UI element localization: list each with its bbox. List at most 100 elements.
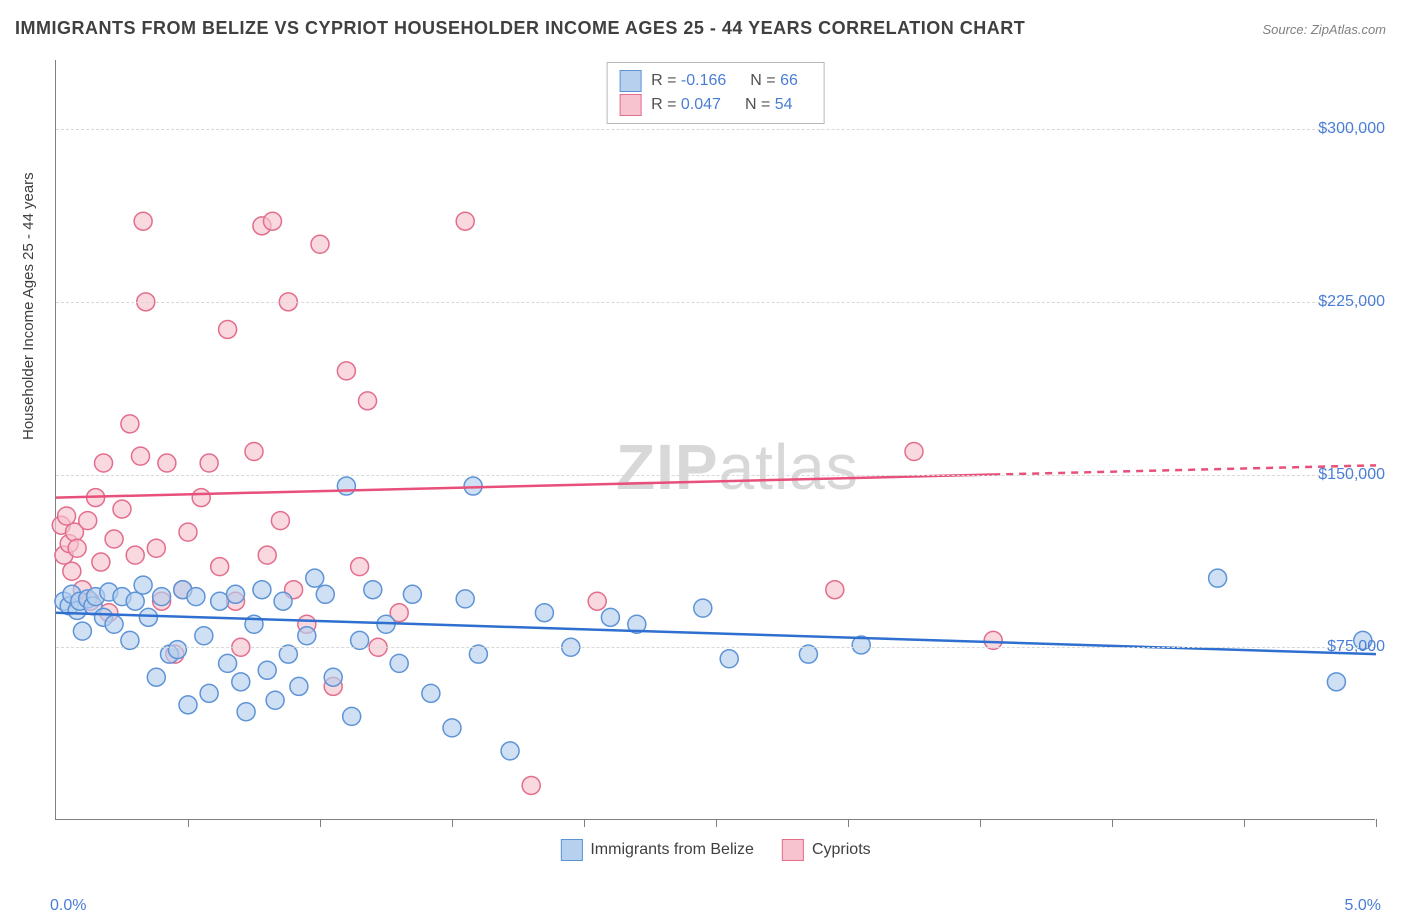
n-value-belize: 66 <box>780 72 798 89</box>
data-point <box>316 585 334 603</box>
data-point <box>134 212 152 230</box>
x-tick <box>1244 819 1245 827</box>
data-point <box>443 719 461 737</box>
data-point <box>253 581 271 599</box>
data-point <box>219 654 237 672</box>
gridline <box>56 475 1375 476</box>
swatch-belize-icon <box>560 839 582 861</box>
data-point <box>153 588 171 606</box>
data-point <box>337 362 355 380</box>
data-point <box>227 585 245 603</box>
data-point <box>58 507 76 525</box>
y-tick-label: $150,000 <box>1285 466 1385 484</box>
data-point <box>1327 673 1345 691</box>
data-point <box>290 677 308 695</box>
data-point <box>1209 569 1227 587</box>
y-tick-label: $225,000 <box>1285 293 1385 311</box>
data-point <box>147 539 165 557</box>
data-point <box>390 654 408 672</box>
r-label: R = <box>651 72 681 89</box>
x-tick <box>980 819 981 827</box>
stats-row-belize: R = -0.166 N = 66 <box>619 69 812 93</box>
data-point <box>168 641 186 659</box>
data-point <box>237 703 255 721</box>
data-point <box>311 235 329 253</box>
data-point <box>403 585 421 603</box>
data-point <box>343 707 361 725</box>
x-tick <box>188 819 189 827</box>
data-point <box>826 581 844 599</box>
data-point <box>73 622 91 640</box>
r-value-belize: -0.166 <box>681 72 726 89</box>
stats-row-cypriots: R = 0.047 N = 54 <box>619 93 812 117</box>
data-point <box>245 443 263 461</box>
data-point <box>126 546 144 564</box>
data-point <box>200 684 218 702</box>
data-point <box>68 539 86 557</box>
data-point <box>95 454 113 472</box>
x-tick <box>1112 819 1113 827</box>
data-point <box>79 512 97 530</box>
swatch-cypriots-icon <box>619 94 641 116</box>
data-point <box>232 673 250 691</box>
data-point <box>192 489 210 507</box>
y-tick-label: $75,000 <box>1285 638 1385 656</box>
x-tick <box>848 819 849 827</box>
data-point <box>364 581 382 599</box>
x-max-label: 5.0% <box>1345 897 1381 915</box>
data-point <box>274 592 292 610</box>
x-tick <box>584 819 585 827</box>
data-point <box>306 569 324 587</box>
data-point <box>720 650 738 668</box>
data-point <box>200 454 218 472</box>
x-tick <box>1376 819 1377 827</box>
n-label: N = <box>750 72 780 89</box>
series-legend: Immigrants from Belize Cypriots <box>560 839 870 861</box>
x-tick <box>320 819 321 827</box>
data-point <box>179 696 197 714</box>
data-point <box>113 500 131 518</box>
data-point <box>271 512 289 530</box>
data-point <box>337 477 355 495</box>
data-point <box>187 588 205 606</box>
data-point <box>131 447 149 465</box>
data-point <box>92 553 110 571</box>
data-point <box>588 592 606 610</box>
data-point <box>105 615 123 633</box>
data-point <box>456 212 474 230</box>
data-point <box>456 590 474 608</box>
trend-line <box>56 475 993 498</box>
data-point <box>105 530 123 548</box>
data-point <box>139 608 157 626</box>
data-point <box>179 523 197 541</box>
data-point <box>258 661 276 679</box>
gridline <box>56 129 1375 130</box>
data-point <box>121 415 139 433</box>
data-point <box>422 684 440 702</box>
r-label: R = <box>651 96 681 113</box>
data-point <box>694 599 712 617</box>
legend-label-cypriots: Cypriots <box>812 841 871 859</box>
data-point <box>324 668 342 686</box>
swatch-cypriots-icon <box>782 839 804 861</box>
data-point <box>219 320 237 338</box>
chart-title: IMMIGRANTS FROM BELIZE VS CYPRIOT HOUSEH… <box>15 18 1025 39</box>
chart-svg <box>56 60 1375 819</box>
legend-item-belize: Immigrants from Belize <box>560 839 754 861</box>
r-value-cypriots: 0.047 <box>681 96 721 113</box>
data-point <box>351 558 369 576</box>
data-point <box>263 212 281 230</box>
n-value-cypriots: 54 <box>775 96 793 113</box>
data-point <box>211 558 229 576</box>
legend-item-cypriots: Cypriots <box>782 839 871 861</box>
legend-label-belize: Immigrants from Belize <box>590 841 754 859</box>
data-point <box>147 668 165 686</box>
data-point <box>195 627 213 645</box>
gridline <box>56 302 1375 303</box>
data-point <box>134 576 152 594</box>
x-min-label: 0.0% <box>50 897 86 915</box>
x-tick <box>716 819 717 827</box>
data-point <box>501 742 519 760</box>
stats-legend: R = -0.166 N = 66 R = 0.047 N = 54 <box>606 62 825 124</box>
data-point <box>63 562 81 580</box>
